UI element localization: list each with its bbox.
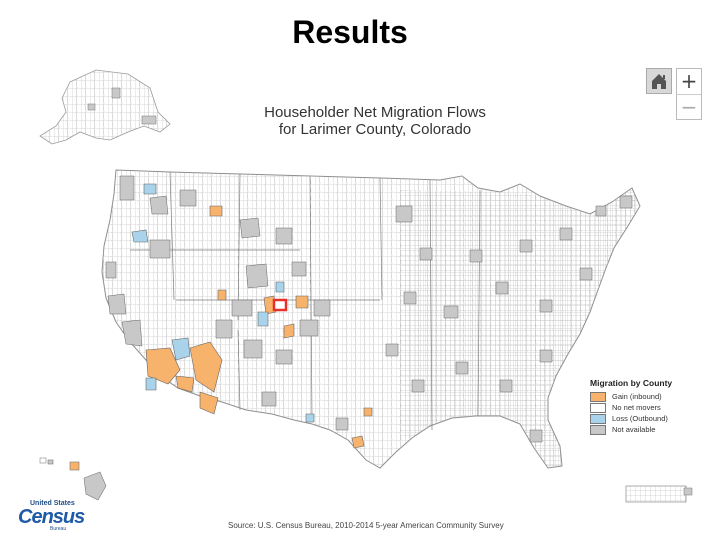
legend-swatch-not-available: [590, 424, 606, 435]
home-button[interactable]: [646, 68, 672, 94]
puerto-rico-region[interactable]: [625, 485, 693, 503]
home-icon: [652, 74, 666, 89]
hawaii-region[interactable]: [39, 457, 107, 501]
legend-swatch-gain: [590, 391, 606, 402]
legend-label: Gain (inbound): [612, 392, 662, 401]
logo-main-text: Census: [18, 506, 85, 528]
legend-item-loss: Loss (Outbound): [590, 413, 698, 424]
alaska-region[interactable]: [39, 69, 171, 145]
source-note: Source: U.S. Census Bureau, 2010-2014 5-…: [228, 521, 504, 530]
logo-bottom-text: Bureau: [50, 526, 67, 532]
not-available-counties[interactable]: [105, 175, 633, 443]
legend-label: Loss (Outbound): [612, 414, 668, 423]
legend-swatch-loss: [590, 413, 606, 424]
legend-title: Migration by County: [590, 378, 673, 388]
legend-swatch-no-net: [590, 402, 606, 413]
logo-top-text: United States: [30, 500, 75, 507]
slide-title: Results: [292, 14, 408, 50]
zoom-in-button[interactable]: +: [677, 69, 701, 95]
legend-label: No net movers: [612, 403, 661, 412]
zoom-out-button[interactable]: −: [680, 95, 698, 119]
zoom-control: + −: [676, 68, 702, 120]
map-legend: Migration by County Gain (inbound) No ne…: [588, 378, 698, 446]
loss-counties[interactable]: [131, 183, 315, 423]
census-bureau-logo: United States Census Bureau: [16, 500, 85, 532]
map-title: Householder Net Migration Flows for Lari…: [240, 104, 510, 138]
map-title-line2: for Larimer County, Colorado: [278, 121, 472, 138]
map-title-line1: Householder Net Migration Flows: [264, 104, 486, 121]
legend-item-no-net: No net movers: [590, 402, 698, 413]
contiguous-us-region[interactable]: [101, 169, 641, 469]
legend-label: Not available: [612, 425, 656, 434]
legend-item-not-available: Not available: [590, 424, 698, 435]
legend-item-gain: Gain (inbound): [590, 391, 698, 402]
focus-county-marker[interactable]: [272, 298, 288, 312]
